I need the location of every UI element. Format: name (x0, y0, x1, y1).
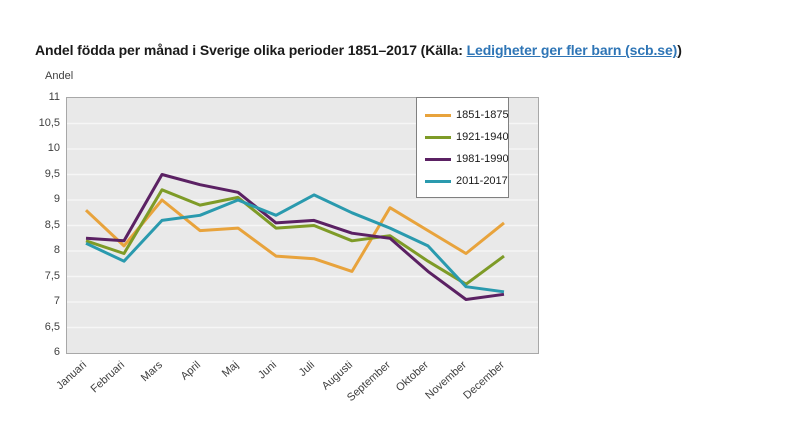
legend-item: 1851-1875 (417, 104, 509, 126)
series-line-1981-1990 (85, 173, 505, 301)
y-tick-label: 6 (53, 346, 60, 358)
legend: 1851-1875 1921-1940 1981-1990 2011-2017 (416, 97, 509, 198)
legend-label: 2011-2017 (456, 175, 508, 187)
y-tick-label: 7 (53, 295, 60, 307)
legend-swatch-1981-1990 (425, 157, 451, 161)
y-axis-title: Andel (45, 70, 74, 82)
series-line-2011-2017 (85, 193, 505, 294)
title-text: Andel födda per månad i Sverige olika pe… (35, 42, 467, 59)
legend-label: 1981-1990 (456, 153, 509, 165)
series-line-1851-1875 (84, 198, 505, 273)
title-closing-paren: ) (677, 42, 682, 59)
legend-swatch-1851-1875 (425, 113, 451, 117)
legend-item: 2011-2017 (417, 170, 508, 192)
legend-label: 1851-1875 (456, 109, 509, 121)
legend-label: 1921-1940 (456, 131, 509, 143)
y-tick-label: 7,5 (44, 269, 60, 282)
legend-swatch-2011-2017 (425, 179, 451, 183)
y-tick-label: 6,5 (44, 320, 60, 333)
source-link[interactable]: Ledigheter ger fler barn (scb.se) (466, 42, 678, 59)
line-chart: Andel 11 10,5 10 9,5 9 8,5 8 7,5 7 6,5 6 Januari Fe… (30, 68, 590, 438)
y-tick-label: 11 (48, 91, 60, 103)
y-tick-label: 8 (53, 244, 60, 256)
y-tick-label: 9 (53, 193, 60, 205)
y-tick-label: 8,5 (44, 218, 60, 231)
legend-item: 1981-1990 (417, 148, 509, 170)
legend-item: 1921-1940 (417, 126, 509, 148)
y-tick-label: 10,5 (38, 116, 60, 129)
legend-swatch-1921-1940 (425, 135, 451, 139)
series-line-1921-1940 (85, 188, 505, 286)
page-title: Andel födda per månad i Sverige olika pe… (35, 42, 795, 58)
y-tick-label: 9,5 (44, 167, 60, 180)
y-tick-label: 10 (47, 142, 60, 154)
